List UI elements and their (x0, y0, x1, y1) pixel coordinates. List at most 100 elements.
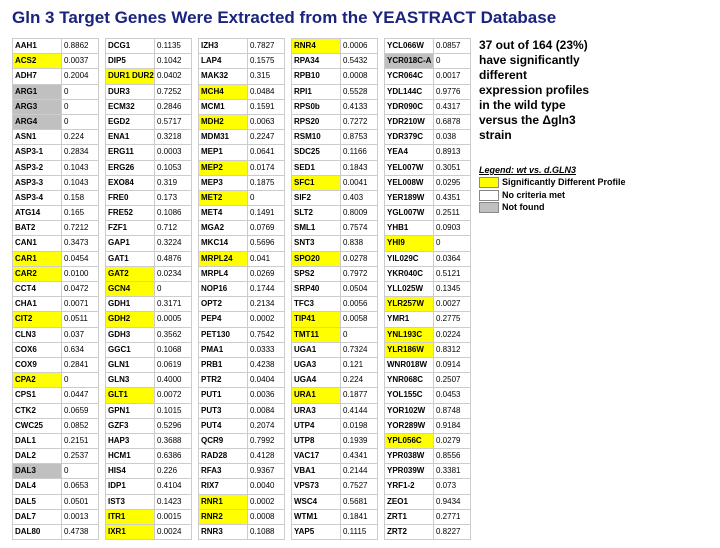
gene-name: UTP8 (291, 434, 341, 448)
gene-row: ASP3-20.1043 (12, 161, 99, 176)
gene-value: 0.4104 (155, 479, 192, 493)
gene-value: 0.2144 (341, 464, 378, 478)
gene-row: CAR20.0100 (12, 267, 99, 282)
gene-column: YCL066W0.0857YCR018C-A0YCR064C0.0017YDL1… (384, 38, 471, 540)
gene-name: GDH3 (105, 328, 155, 342)
gene-value: 0.0002 (248, 495, 285, 509)
gene-name: YGL007W (384, 206, 434, 220)
gene-row: YLL025W0.1345 (384, 282, 471, 297)
gene-value: 0.1841 (341, 510, 378, 524)
gene-row: YOR289W0.9184 (384, 419, 471, 434)
gene-name: YLR257W (384, 297, 434, 311)
gene-name: ASP3-4 (12, 191, 62, 205)
gene-value: 0.1345 (434, 282, 471, 296)
gene-value: 0.3688 (155, 434, 192, 448)
gene-row: YRF1-20.073 (384, 479, 471, 494)
gene-value: 0.5296 (155, 419, 192, 433)
gene-name: MRPL24 (198, 252, 248, 266)
gene-row: LAP40.1575 (198, 54, 285, 69)
gene-name: GLN3 (105, 373, 155, 387)
gene-value: 0.1115 (341, 525, 378, 539)
gene-value: 0.0002 (248, 312, 285, 326)
gene-value: 0.038 (434, 130, 471, 144)
legend-label: Not found (502, 202, 544, 213)
gene-name: RSM10 (291, 130, 341, 144)
gene-row: YEA40.8913 (384, 145, 471, 160)
gene-name: CPA2 (12, 373, 62, 387)
gene-row: UTP80.1939 (291, 434, 378, 449)
gene-row: CIT20.0511 (12, 312, 99, 327)
gene-name: MDH2 (198, 115, 248, 129)
gene-value: 0.9776 (434, 85, 471, 99)
gene-value: 0.7827 (248, 39, 285, 53)
gene-row: YIL029C0.0364 (384, 252, 471, 267)
gene-name: YRF1-2 (384, 479, 434, 493)
gene-name: DAL80 (12, 525, 62, 539)
gene-name: YKR040C (384, 267, 434, 281)
gene-row: YER189W0.4351 (384, 191, 471, 206)
gene-row: EXO840.319 (105, 176, 192, 191)
gene-row: RPS200.7272 (291, 115, 378, 130)
summary-line: 37 out of 164 (23%) (479, 38, 708, 53)
gene-value: 0.0198 (341, 419, 378, 433)
gene-name: MET4 (198, 206, 248, 220)
gene-name: ZRT1 (384, 510, 434, 524)
gene-value: 0.1939 (341, 434, 378, 448)
gene-row: IZH30.7827 (198, 38, 285, 54)
gene-row: DAL30 (12, 464, 99, 479)
gene-name: GCN4 (105, 282, 155, 296)
gene-value: 0.1877 (341, 388, 378, 402)
gene-value: 0.0333 (248, 343, 285, 357)
gene-row: YKR040C0.5121 (384, 267, 471, 282)
gene-row: MEP20.0174 (198, 161, 285, 176)
gene-name: SED1 (291, 161, 341, 175)
legend-swatch (479, 177, 499, 188)
gene-value: 0.7992 (248, 434, 285, 448)
gene-value: 0.4000 (155, 373, 192, 387)
legend-item: Not found (479, 202, 708, 213)
gene-value: 0 (62, 115, 99, 129)
gene-value: 0.0364 (434, 252, 471, 266)
gene-name: ECM32 (105, 100, 155, 114)
gene-row: SML10.7574 (291, 221, 378, 236)
gene-value: 0.1491 (248, 206, 285, 220)
gene-value: 0.037 (62, 328, 99, 342)
gene-row: OPT20.2134 (198, 297, 285, 312)
gene-row: SRP400.0504 (291, 282, 378, 297)
gene-name: YPR038W (384, 449, 434, 463)
gene-row: CWC250.0852 (12, 419, 99, 434)
gene-row: MGA20.0769 (198, 221, 285, 236)
gene-row: YMR10.2775 (384, 312, 471, 327)
gene-row: RAD280.4128 (198, 449, 285, 464)
gene-name: UGA1 (291, 343, 341, 357)
gene-row: UGA30.121 (291, 358, 378, 373)
gene-value: 0.0017 (434, 69, 471, 83)
gene-name: GPN1 (105, 404, 155, 418)
gene-row: GZF30.5296 (105, 419, 192, 434)
gene-name: WNR018W (384, 358, 434, 372)
gene-name: ARG3 (12, 100, 62, 114)
gene-row: YLR257W0.0027 (384, 297, 471, 312)
gene-name: YOL155C (384, 388, 434, 402)
gene-value: 0.2537 (62, 449, 99, 463)
gene-value: 0.5717 (155, 115, 192, 129)
gene-name: YLR186W (384, 343, 434, 357)
gene-value: 0.5121 (434, 267, 471, 281)
gene-value: 0.0453 (434, 388, 471, 402)
gene-row: RNR40.0006 (291, 38, 378, 54)
gene-value: 0.1042 (155, 54, 192, 68)
gene-row: WTM10.1841 (291, 510, 378, 525)
gene-row: GPN10.1015 (105, 404, 192, 419)
gene-value: 0.4341 (341, 449, 378, 463)
gene-name: GGC1 (105, 343, 155, 357)
gene-value: 0.0857 (434, 39, 471, 53)
gene-value: 0.0295 (434, 176, 471, 190)
legend-item: No criteria met (479, 190, 708, 201)
gene-value: 0.0036 (248, 388, 285, 402)
gene-value: 0.5432 (341, 54, 378, 68)
gene-name: OPT2 (198, 297, 248, 311)
gene-name: EGD2 (105, 115, 155, 129)
gene-row: MCH40.0484 (198, 85, 285, 100)
gene-value: 0.2507 (434, 373, 471, 387)
gene-name: IDP1 (105, 479, 155, 493)
